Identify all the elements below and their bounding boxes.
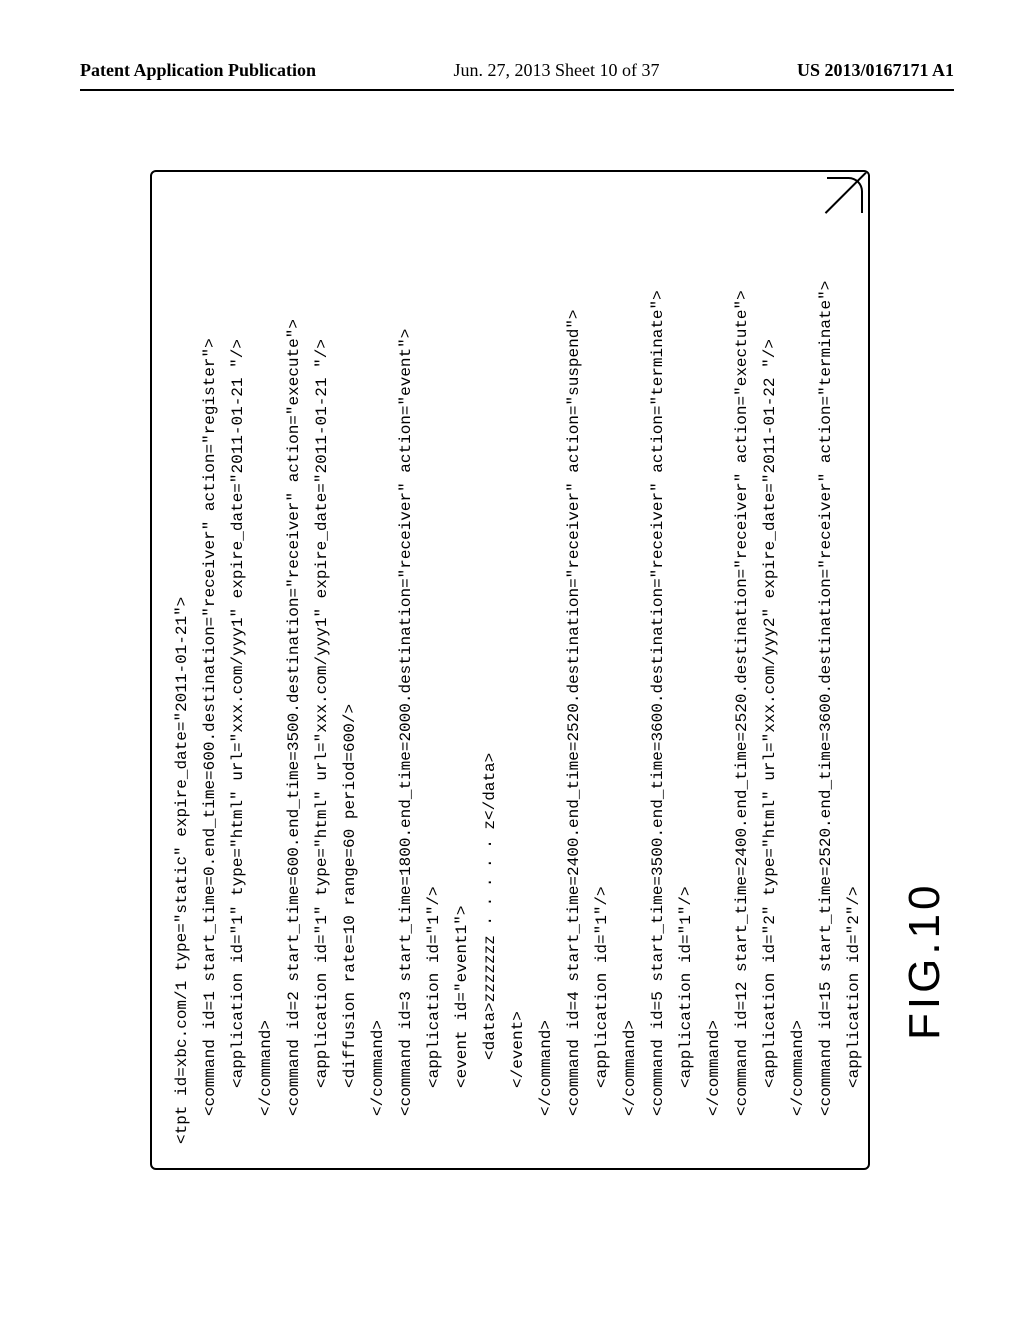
code-line: <command id=4 start_time=2400.end_time=2… [560, 196, 588, 1144]
code-line: </command> [784, 196, 812, 1144]
code-line: <application id="1" type="html" url="xxx… [224, 196, 252, 1144]
page-fold-corner [826, 170, 870, 214]
code-line: </command> [532, 196, 560, 1144]
code-line: <application id="2" type="html" url="xxx… [756, 196, 784, 1144]
code-line: </command> [252, 196, 280, 1144]
page-header: Patent Application Publication Jun. 27, … [80, 60, 954, 91]
header-publication: Patent Application Publication [80, 60, 316, 81]
code-line: </command> [700, 196, 728, 1144]
code-line: <command id=12 start_time=2400.end_time=… [728, 196, 756, 1144]
code-line: <application id="2"/> [840, 196, 868, 1144]
code-line: </event> [504, 196, 532, 1144]
code-line: <application id="1"/> [672, 196, 700, 1144]
code-line: </command> [364, 196, 392, 1144]
xml-code-box: <tpt id=xbc.com/1 type="static" expire_d… [150, 170, 870, 1170]
code-line: <application id="1"/> [420, 196, 448, 1144]
code-line: </command> [616, 196, 644, 1144]
code-line: <application id="1"/> [588, 196, 616, 1144]
code-line: <command id=3 start_time=1800.end_time=2… [392, 196, 420, 1144]
code-line: <event id="event1"> [448, 196, 476, 1144]
code-line: <command id=15 start_time=2520.end_time=… [812, 196, 840, 1144]
figure-container: <tpt id=xbc.com/1 type="static" expire_d… [130, 160, 890, 1220]
code-line: <command id=2 start_time=600.end_time=35… [280, 196, 308, 1144]
header-date-sheet: Jun. 27, 2013 Sheet 10 of 37 [454, 60, 660, 81]
code-line: <application id="1" type="html" url="xxx… [308, 196, 336, 1144]
code-line: <tpt id=xbc.com/1 type="static" expire_d… [168, 196, 196, 1144]
header-patent-number: US 2013/0167171 A1 [797, 60, 954, 81]
code-line: <command id=1 start_time=0.end_time=600.… [196, 196, 224, 1144]
figure-label: FIG.10 [900, 882, 950, 1041]
patent-page: Patent Application Publication Jun. 27, … [0, 0, 1024, 1320]
code-line: <command id=5 start_time=3500.end_time=3… [644, 196, 672, 1144]
code-line: <data>zzzzzzz · · · · · z</data> [476, 196, 504, 1144]
code-line: <diffusion rate=10 range=60 period=600/> [336, 196, 364, 1144]
